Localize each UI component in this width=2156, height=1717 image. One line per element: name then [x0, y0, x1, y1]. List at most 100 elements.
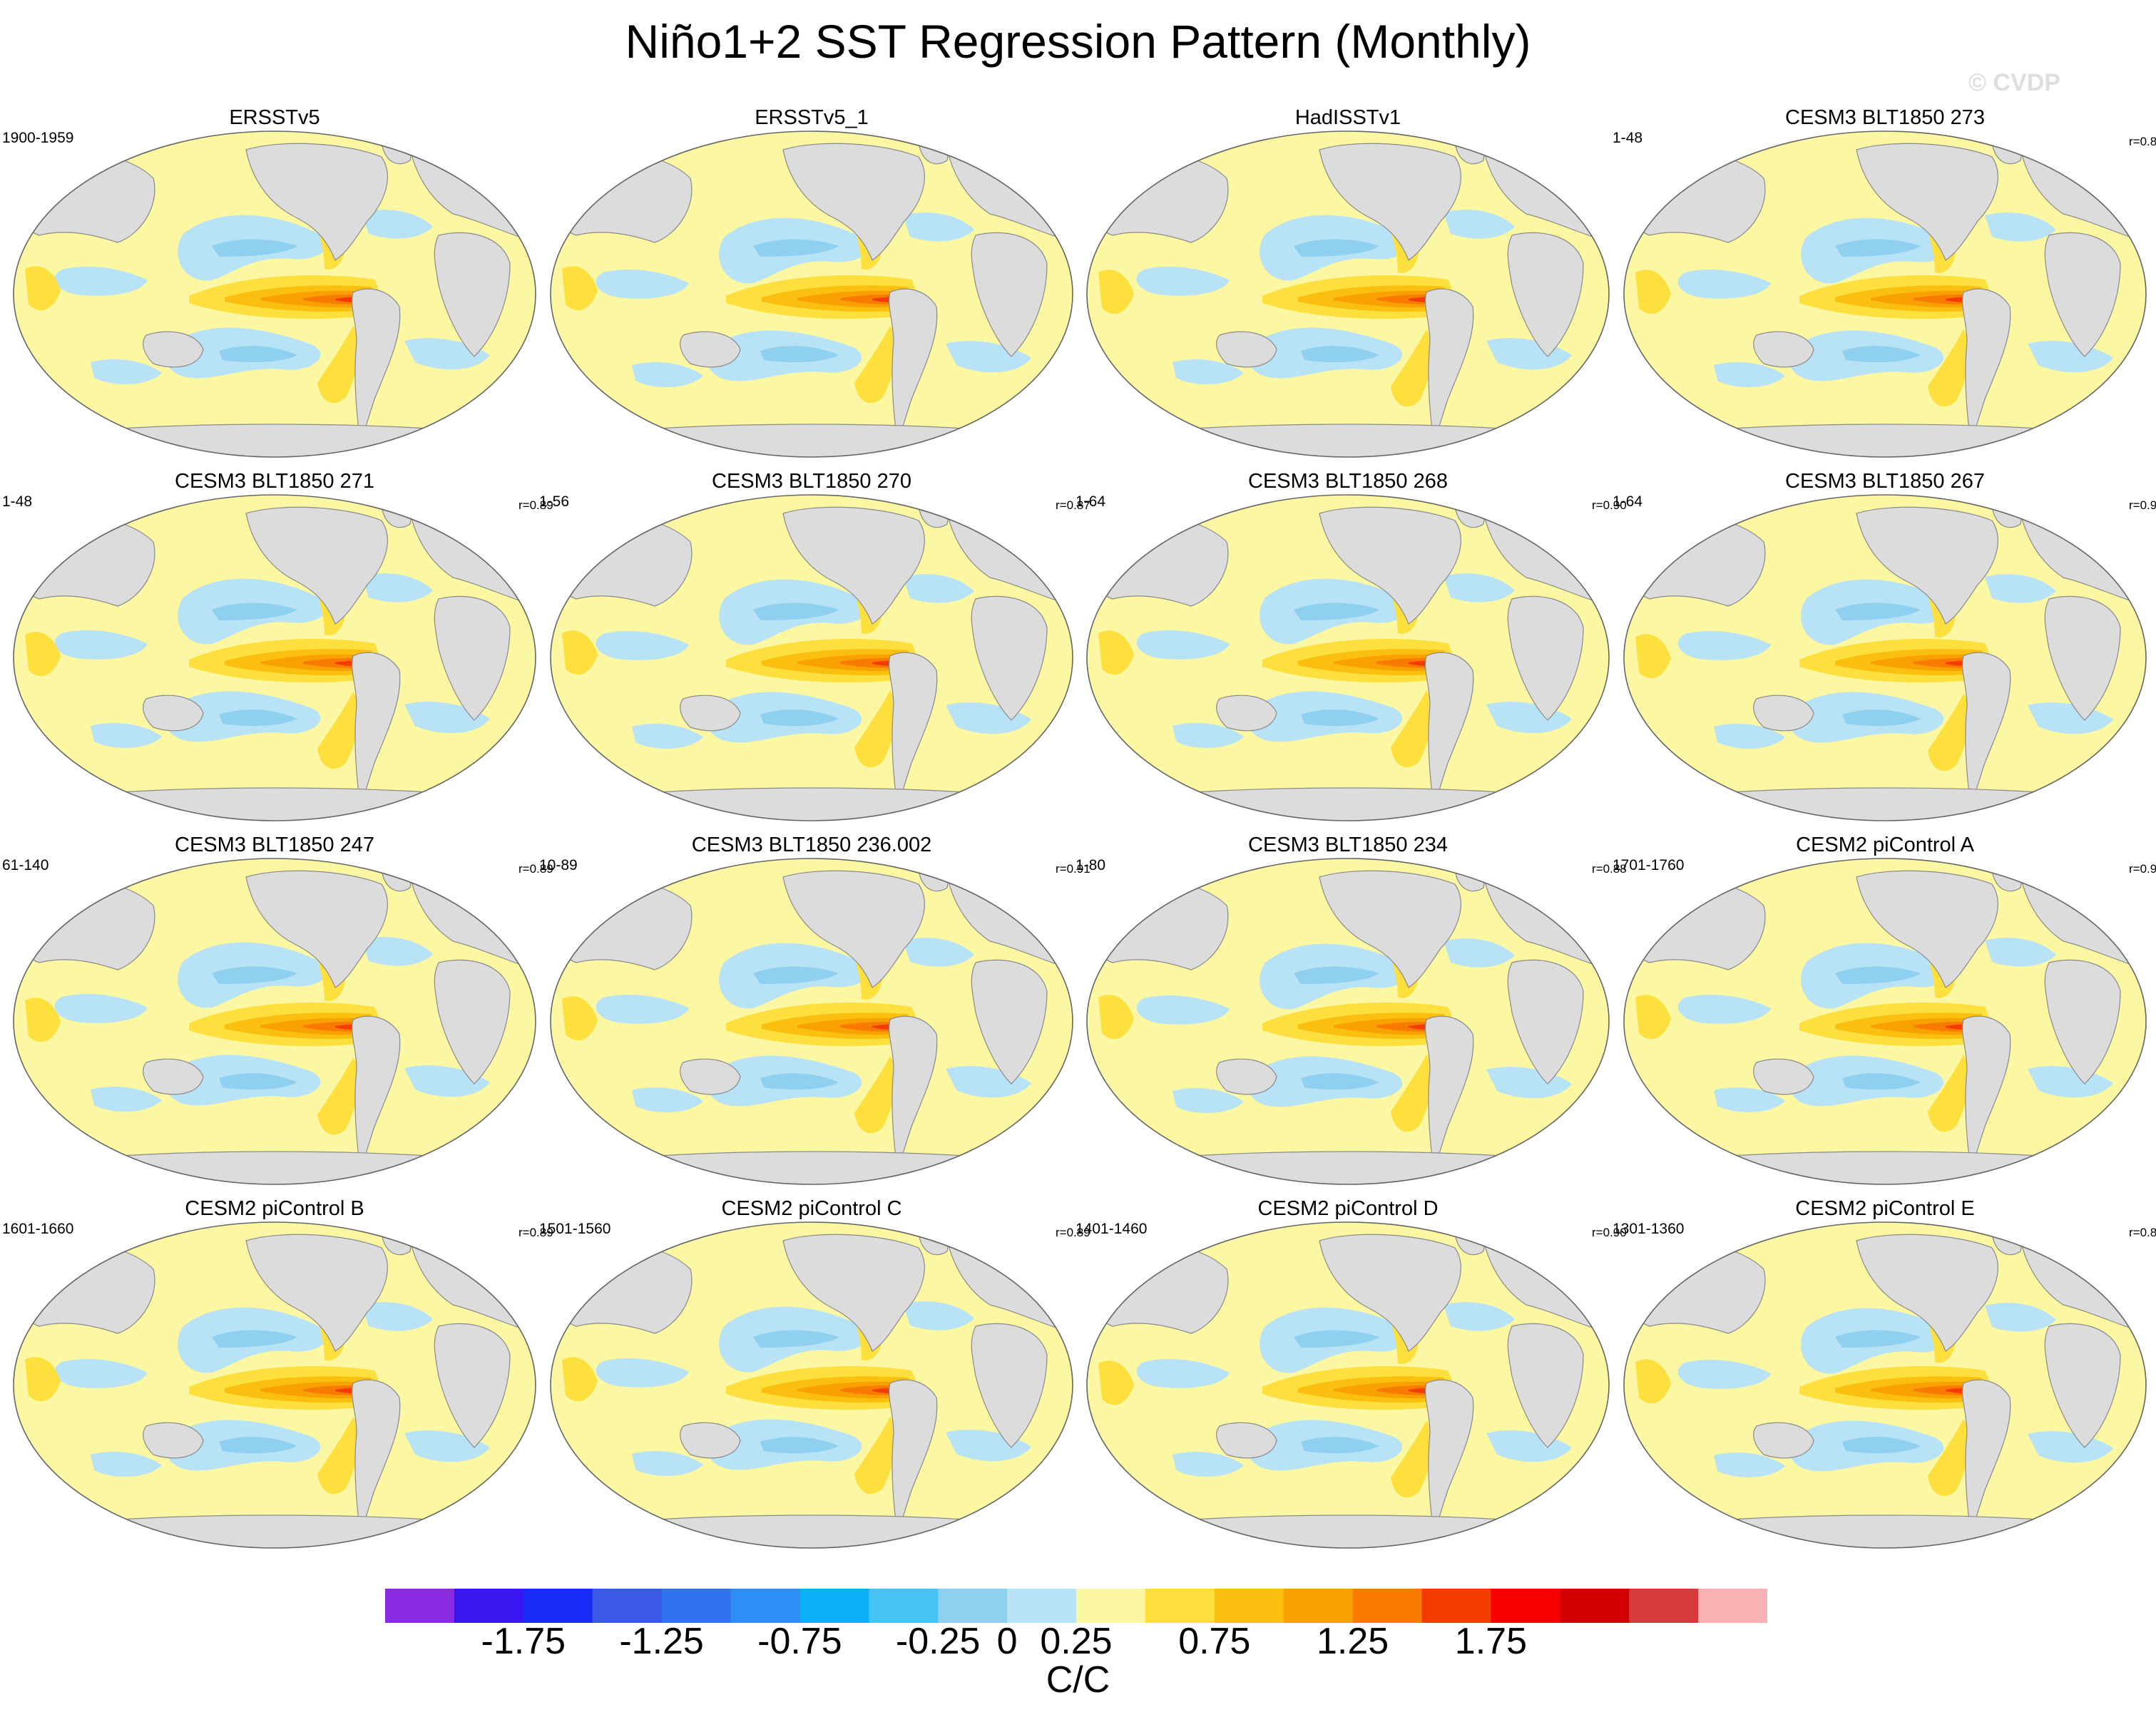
- negative-anomaly-region: [1714, 1452, 1785, 1478]
- positive-anomaly-region: [317, 692, 359, 769]
- continent-africa: [434, 232, 511, 357]
- sst-regression-map: [1086, 130, 1610, 458]
- continent-south-america: [352, 652, 401, 808]
- panel-title: CESM3 BLT1850 247: [175, 834, 374, 856]
- positive-anomaly-region: [562, 996, 598, 1041]
- continent-australia: [1753, 331, 1814, 368]
- continent-antarctica: [575, 1514, 1048, 1548]
- sst-regression-map: [13, 1221, 536, 1549]
- negative-anomaly-core: [212, 239, 297, 257]
- negative-anomaly-core: [212, 966, 297, 984]
- negative-anomaly-region: [1714, 1087, 1785, 1113]
- positive-anomaly-region: [317, 1417, 359, 1495]
- continent-north-america: [245, 143, 388, 261]
- map-border: [550, 1221, 1073, 1549]
- map-panel: CESM3 BLT1850 234 1-80 r=0.88: [1076, 833, 1627, 1189]
- panel-pattern-correlation: r=0.90: [1592, 1226, 1627, 1239]
- map-panel: CESM2 piControl D 1401-1460 r=0.90: [1076, 1196, 1627, 1553]
- negative-anomaly-core: [1842, 1437, 1921, 1454]
- map-panel: CESM2 piControl B 1601-1660 r=0.89: [2, 1196, 553, 1553]
- continent-australia: [680, 1058, 741, 1095]
- panel-period: 1-48: [1613, 130, 1643, 146]
- continent-africa: [1507, 959, 1584, 1085]
- negative-anomaly-core: [219, 1437, 297, 1454]
- panel-period: 61-140: [2, 857, 49, 873]
- colorbar-tick-label: -0.25: [895, 1621, 981, 1662]
- panel-period: 1-64: [1613, 493, 1643, 510]
- colorbar-swatch: [1421, 1589, 1491, 1623]
- continent-south-america: [889, 288, 938, 444]
- negative-anomaly-core: [1835, 603, 1921, 620]
- continent-north-america: [245, 1234, 388, 1352]
- panel-period: 1-80: [1076, 857, 1106, 873]
- panel-pattern-correlation: r=0.8: [2129, 1226, 2156, 1239]
- negative-anomaly-region: [362, 573, 433, 603]
- continent-north-america: [1856, 1234, 1998, 1352]
- negative-anomaly-region: [1136, 266, 1230, 296]
- negative-anomaly-region: [1444, 573, 1515, 603]
- sst-regression-map: [1086, 858, 1610, 1185]
- negative-anomaly-core: [212, 603, 297, 620]
- continent-africa: [434, 595, 511, 721]
- panel-title: ERSSTv5_1: [755, 106, 869, 129]
- continent-australia: [1753, 1422, 1814, 1459]
- panel-title: CESM2 piControl A: [1796, 834, 1974, 856]
- panel-period: 1900-1959: [2, 130, 74, 146]
- continent-antarctica: [38, 787, 511, 821]
- map-border: [1086, 1221, 1610, 1549]
- colorbar-tick-label: -1.25: [619, 1621, 704, 1662]
- map-panel: CESM3 BLT1850 267 1-64 r=0.9: [1613, 469, 2156, 826]
- continent-south-america: [1425, 652, 1474, 808]
- panel-title: HadISSTv1: [1294, 106, 1401, 129]
- continent-north-america: [782, 506, 925, 625]
- positive-anomaly-region: [1635, 270, 1671, 314]
- map-panel: CESM3 BLT1850 273 1-48 r=0.8: [1613, 106, 2156, 462]
- colorbar-swatch: [1076, 1589, 1146, 1623]
- positive-anomaly-region: [1391, 1420, 1433, 1498]
- continent-africa: [971, 595, 1048, 721]
- negative-anomaly-region: [1444, 938, 1515, 968]
- negative-anomaly-region: [632, 1087, 703, 1113]
- map-border: [1086, 494, 1610, 821]
- negative-anomaly-region: [903, 212, 974, 242]
- positive-anomaly-region: [1098, 270, 1134, 314]
- map-border: [1623, 1221, 2147, 1549]
- negative-anomaly-region: [1985, 1303, 2056, 1332]
- map-border: [1623, 858, 2147, 1185]
- panel-period: 1-56: [539, 493, 570, 510]
- continent-australia: [143, 331, 204, 368]
- negative-anomaly-core: [212, 1330, 297, 1348]
- negative-anomaly-core: [1294, 966, 1379, 984]
- negative-anomaly-region: [596, 994, 689, 1024]
- positive-anomaly-region: [25, 998, 61, 1042]
- negative-anomaly-region: [632, 1450, 703, 1477]
- continent-antarctica: [575, 787, 1048, 821]
- negative-anomaly-region: [1172, 1087, 1244, 1114]
- colorbar-swatch: [385, 1589, 455, 1623]
- continent-north-america: [1856, 143, 1998, 261]
- continent-antarctica: [1111, 1151, 1585, 1184]
- sst-regression-map: [1623, 130, 2147, 458]
- continent-australia: [680, 1422, 741, 1459]
- positive-anomaly-region: [1928, 1055, 1970, 1132]
- continent-australia: [1753, 1058, 1814, 1095]
- negative-anomaly-region: [1985, 938, 2056, 967]
- colorbar-swatch: [1491, 1589, 1560, 1623]
- panel-period: 1601-1660: [2, 1221, 74, 1237]
- negative-anomaly-core: [760, 709, 839, 727]
- negative-anomaly-core: [1842, 1073, 1921, 1090]
- continent-south-america: [889, 1015, 938, 1172]
- map-panel: HadISSTv1: [1077, 106, 1619, 462]
- continent-antarctica: [38, 1514, 511, 1548]
- panel-pattern-correlation: r=0.87: [1056, 498, 1090, 512]
- negative-anomaly-core: [760, 1437, 839, 1454]
- panel-pattern-correlation: r=0.89: [518, 1226, 553, 1239]
- continent-antarctica: [575, 1151, 1048, 1184]
- continent-north-america: [1319, 870, 1461, 988]
- continent-antarctica: [1648, 787, 2122, 821]
- continent-south-america: [1962, 1379, 2011, 1535]
- negative-anomaly-region: [596, 269, 689, 299]
- colorbar-swatch: [592, 1589, 663, 1623]
- negative-anomaly-core: [1294, 239, 1379, 257]
- continent-north-america: [782, 1234, 925, 1352]
